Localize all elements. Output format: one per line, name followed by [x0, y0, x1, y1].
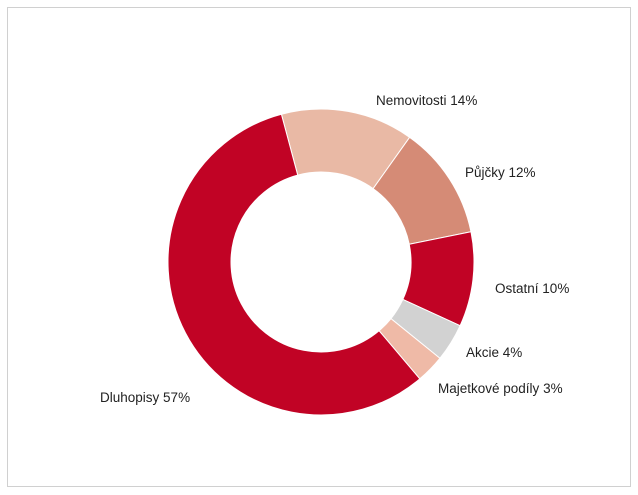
value-label: 12%: [509, 165, 536, 180]
segment-label: Akcie 4%: [466, 345, 522, 360]
donut-segment: [167, 113, 421, 416]
value-label: 14%: [450, 93, 477, 108]
segment-label: Nemovitosti 14%: [376, 93, 477, 108]
value-label: 4%: [503, 345, 523, 360]
category-label: Majetkové podíly: [438, 381, 540, 396]
segment-label: Dluhopisy 57%: [100, 390, 190, 405]
segment-label: Ostatní 10%: [495, 281, 569, 296]
category-label: Akcie: [466, 345, 499, 360]
value-label: 3%: [543, 381, 563, 396]
category-label: Dluhopisy: [100, 390, 160, 405]
category-label: Ostatní: [495, 281, 539, 296]
value-label: 10%: [542, 281, 569, 296]
segment-label: Majetkové podíly 3%: [438, 381, 563, 396]
category-label: Půjčky: [465, 165, 505, 180]
value-label: 57%: [163, 390, 190, 405]
segment-label: Půjčky 12%: [465, 165, 536, 180]
category-label: Nemovitosti: [376, 93, 447, 108]
